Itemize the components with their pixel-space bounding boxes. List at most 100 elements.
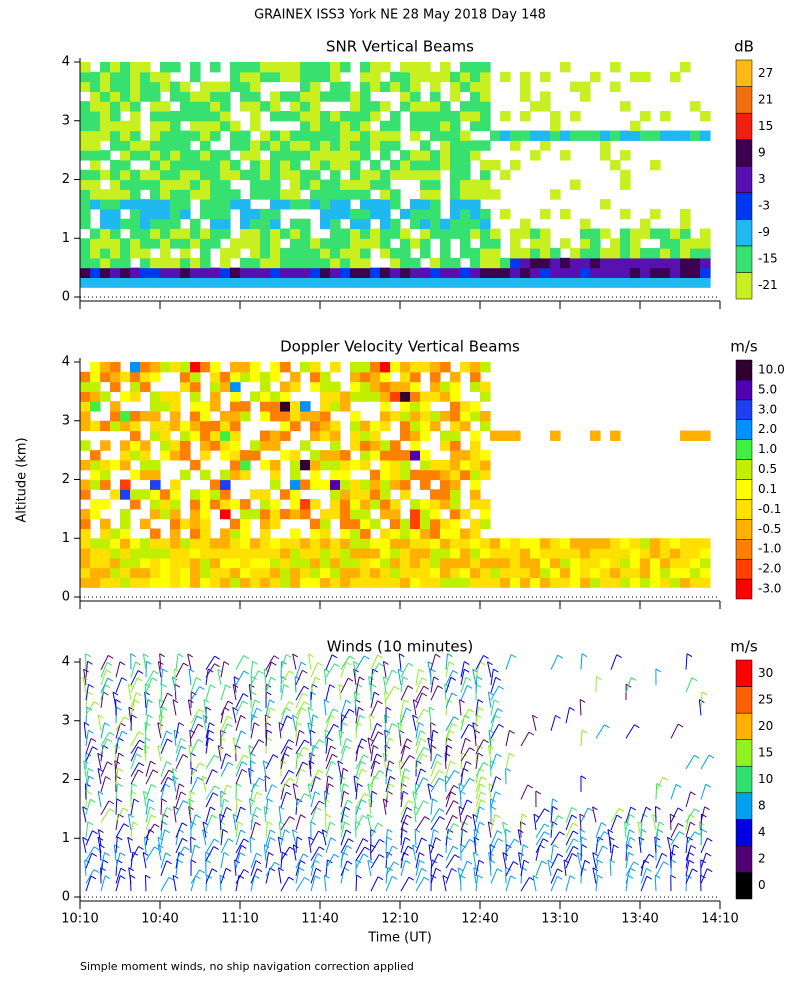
field-cell: [250, 440, 261, 451]
field-cell: [150, 91, 161, 102]
field-cell: [180, 450, 191, 461]
field-cell: [420, 469, 431, 481]
field-cell: [260, 169, 271, 181]
wind-barb-flag: [379, 838, 385, 843]
field-cell: [100, 228, 111, 239]
field-cell: [530, 557, 541, 569]
wind-barb: [580, 807, 589, 823]
wind-barb-flag: [119, 661, 126, 666]
field-cell: [470, 440, 481, 451]
field-cell: [620, 169, 631, 181]
field-cell: [150, 159, 161, 171]
field-cell: [160, 199, 171, 210]
field-cell: [390, 140, 401, 151]
field-cell: [120, 159, 131, 171]
field-cell: [260, 257, 271, 269]
wind-barb-flag: [364, 793, 370, 798]
wind-barb: [310, 776, 317, 792]
field-cell: [180, 371, 191, 383]
wind-barb: [280, 746, 288, 762]
wind-barb-flag: [324, 874, 330, 879]
field-cell: [320, 518, 331, 530]
field-cell: [620, 150, 631, 161]
field-cell: [370, 371, 381, 383]
field-cell: [140, 381, 151, 392]
wind-barb-flag: [90, 798, 96, 803]
wind-barb: [325, 754, 333, 770]
field-cell: [160, 120, 171, 132]
field-cell: [190, 218, 201, 230]
wind-barb: [145, 846, 155, 861]
field-cell: [310, 548, 321, 559]
y-tick-label: 0: [62, 890, 70, 905]
wind-barb: [235, 754, 245, 770]
field-cell: [200, 577, 211, 588]
field-cell: [540, 267, 551, 279]
field-cell: [600, 130, 611, 141]
field-cell: [90, 238, 101, 249]
wind-barb: [205, 792, 214, 808]
wind-barb-flag: [283, 684, 290, 688]
field-cell: [240, 362, 251, 373]
field-cell: [390, 391, 401, 402]
wind-barb-flag: [671, 859, 677, 864]
field-cell: [210, 81, 221, 92]
wind-barb: [368, 676, 372, 693]
wind-barb-flag: [349, 655, 355, 660]
field-cell: [170, 567, 181, 579]
field-cell: [590, 577, 601, 588]
wind-barb: [340, 829, 347, 846]
wind-barb: [563, 859, 567, 876]
wind-barb: [295, 670, 303, 686]
wind-barb-flag: [488, 851, 494, 856]
field-cell: [400, 381, 411, 392]
wind-barb-flag: [108, 731, 115, 736]
wind-barb: [249, 798, 252, 815]
wind-barb: [188, 806, 192, 823]
field-cell: [430, 71, 441, 83]
wind-barb-flag: [423, 685, 429, 690]
field-cell: [250, 150, 261, 161]
wind-barb-flag: [437, 853, 444, 858]
field-cell: [440, 440, 451, 451]
wind-barb-flag: [241, 845, 247, 849]
field-cell: [370, 489, 381, 500]
field-cell: [430, 159, 441, 171]
wind-barb-flag: [373, 745, 379, 749]
wind-barb-flag: [677, 807, 684, 812]
wind-barb: [235, 693, 244, 709]
field-cell: [170, 410, 181, 422]
field-cell: [360, 71, 371, 83]
wind-barb: [175, 846, 185, 861]
field-cell: [250, 218, 261, 230]
wind-barb: [685, 836, 689, 853]
field-cell: [100, 277, 111, 288]
wind-barb: [595, 837, 599, 854]
wind-barb: [189, 791, 192, 808]
wind-barb-flag: [453, 716, 459, 721]
field-cell: [170, 130, 181, 141]
field-cell: [580, 81, 591, 92]
field-cell: [150, 420, 161, 432]
field-cell: [530, 257, 541, 269]
wind-barb: [340, 661, 347, 678]
field-cell: [160, 189, 171, 200]
field-cell: [160, 110, 171, 122]
field-cell: [130, 538, 141, 549]
field-cell: [90, 101, 101, 112]
field-cell: [90, 71, 101, 83]
field-cell: [470, 518, 481, 530]
wind-barb: [430, 829, 434, 846]
wind-barb: [157, 745, 162, 762]
colorbar-unit: m/s: [730, 638, 758, 656]
wind-barb: [190, 777, 199, 793]
field-cell: [380, 62, 391, 73]
wind-barb: [384, 730, 387, 747]
wind-barb-flag: [510, 654, 517, 658]
wind-barb-flag: [228, 838, 234, 843]
field-cell: [110, 277, 121, 288]
wind-barb: [310, 676, 316, 693]
field-cell: [590, 248, 601, 259]
wind-barb: [115, 823, 125, 838]
field-cell: [440, 257, 451, 269]
